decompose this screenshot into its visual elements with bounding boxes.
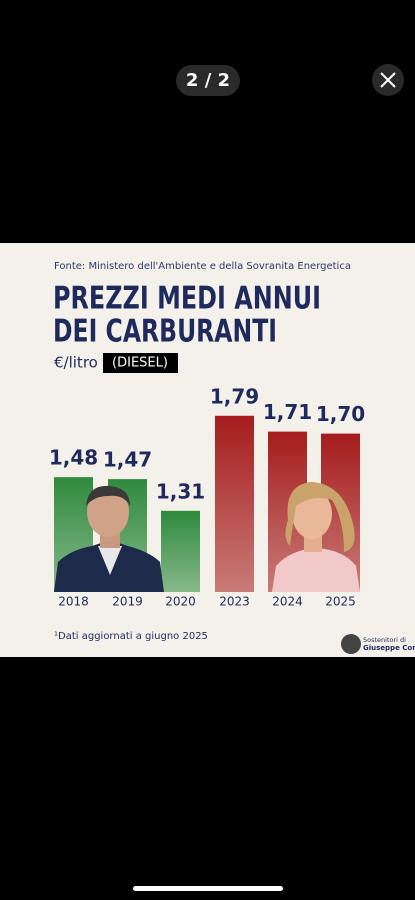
x-tick-label: 2018: [58, 595, 89, 609]
bar: [215, 415, 254, 592]
source: Fonte: Ministero dell'Ambiente e della S…: [54, 261, 351, 272]
unit: €/litro: [54, 354, 98, 372]
value-label: 1,47: [103, 448, 152, 472]
x-tick-label: 2025: [325, 595, 356, 609]
x-tick-label: 2024: [272, 595, 303, 609]
value-label: 1,79: [210, 384, 259, 408]
title-line: PREZZI MEDI ANNUI: [53, 281, 321, 317]
home-indicator: [133, 886, 283, 891]
value-label: 1,48: [49, 446, 98, 470]
footnote: ¹Dati aggiornati a giugno 2025: [54, 631, 208, 642]
logo-icon: [341, 634, 361, 654]
title-line: DEI CARBURANTI: [53, 314, 277, 350]
value-label: 1,71: [263, 400, 312, 424]
tag: (DIESEL): [112, 356, 168, 371]
x-tick-label: 2020: [165, 595, 196, 609]
x-tick-label: 2019: [112, 595, 143, 609]
counter: 2 / 2: [186, 70, 230, 91]
photo-left: [54, 485, 164, 592]
value-label: 1,31: [156, 479, 205, 503]
tag-box: [103, 353, 178, 373]
logo-line: Sostenitori di: [363, 636, 406, 644]
photo-right: [272, 482, 360, 592]
value-label: 1,70: [316, 402, 365, 426]
logo-line: Giuseppe Conte: [363, 644, 415, 652]
close-button[interactable]: [372, 64, 404, 96]
counter-pill: [176, 65, 240, 96]
bar: [161, 510, 200, 592]
x-tick-label: 2023: [219, 595, 250, 609]
